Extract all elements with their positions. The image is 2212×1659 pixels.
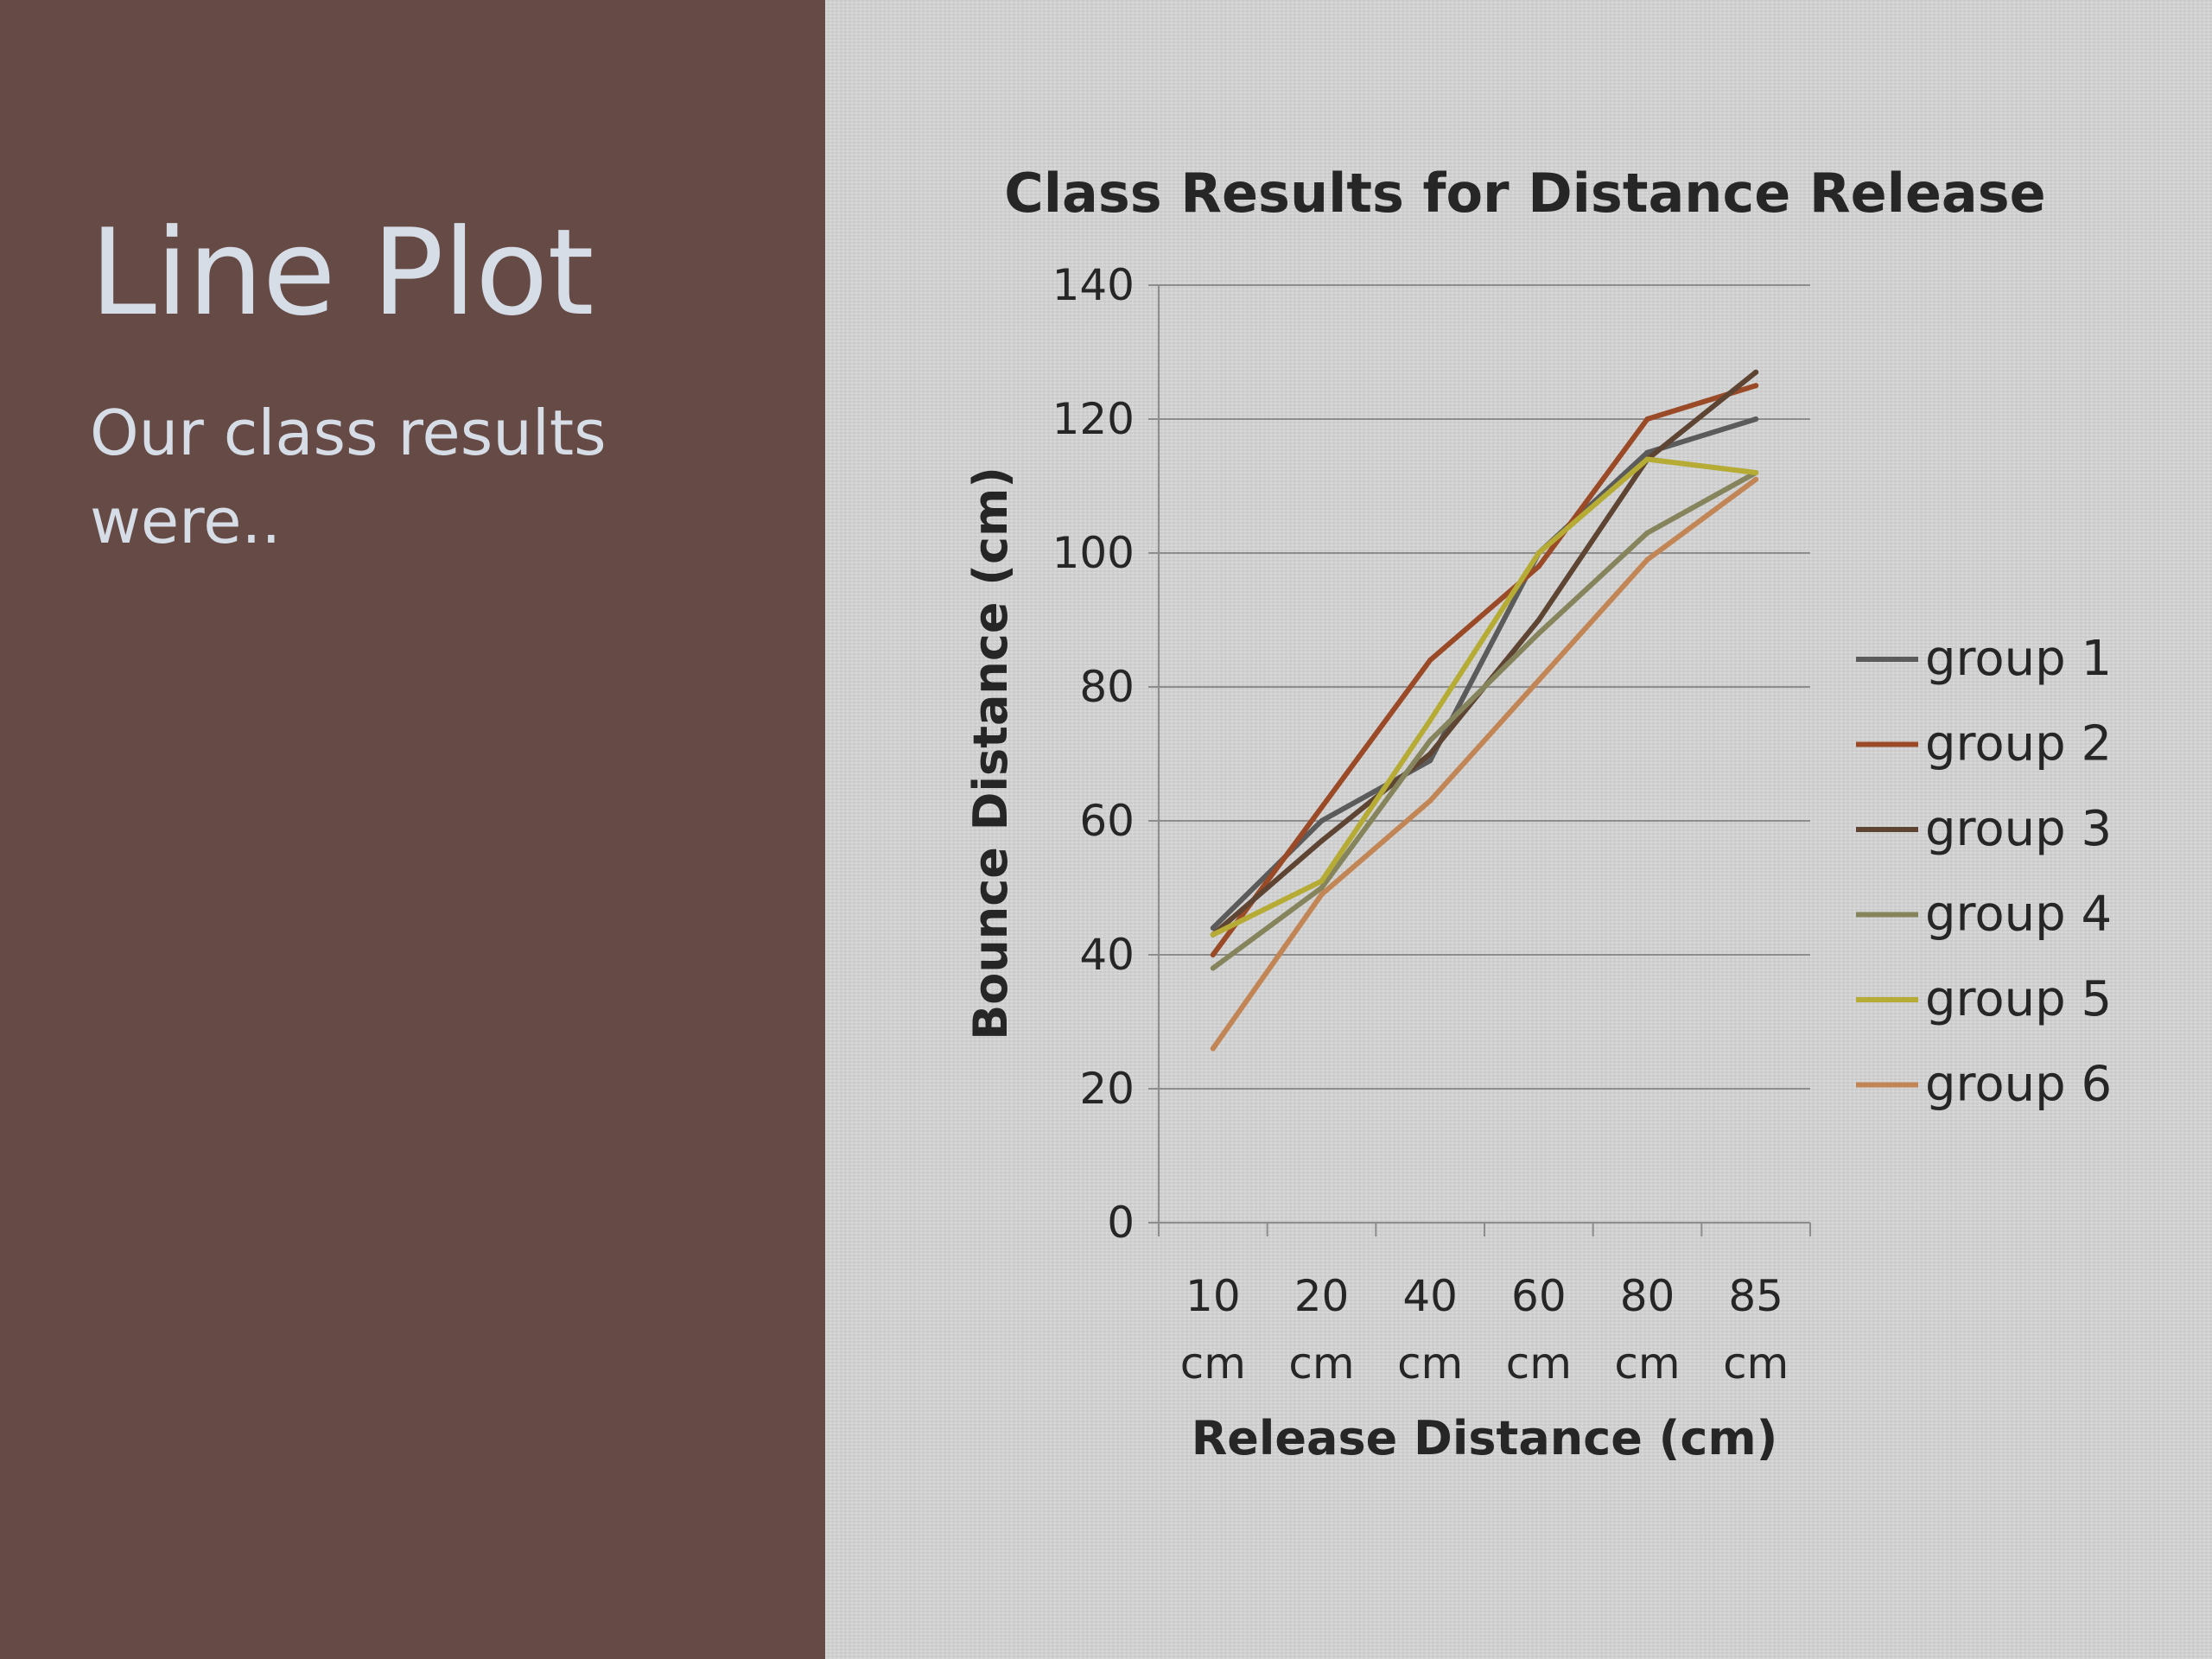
x-tick-label: 20 cm: [1288, 1271, 1354, 1389]
series-line-group-4: [1210, 470, 1759, 971]
data-point: [1210, 925, 1216, 931]
data-point: [1427, 738, 1433, 743]
title-panel: Line Plot Our class results were..: [0, 0, 825, 1659]
data-point: [1535, 677, 1541, 683]
data-point: [1427, 751, 1433, 757]
slide-subtitle: Our class results were..: [90, 397, 607, 558]
axes: [1148, 284, 1811, 1236]
y-tick-labels: 0 20 40 60 80 100 120 140: [1052, 260, 1135, 1248]
data-point: [1210, 952, 1216, 957]
data-point: [1427, 658, 1433, 663]
y-tick-label: 140: [1052, 260, 1135, 310]
data-point: [1319, 885, 1325, 891]
data-point: [1535, 550, 1541, 556]
legend-label: group 4: [1925, 887, 2112, 943]
x-tick-label: 85 cm: [1723, 1271, 1789, 1389]
data-point: [1427, 758, 1433, 764]
data-point: [1210, 965, 1216, 971]
data-point: [1644, 456, 1650, 462]
data-point: [1644, 556, 1650, 563]
data-point: [1319, 892, 1325, 898]
legend-label: group 1: [1925, 631, 2112, 687]
slide-title: Line Plot: [90, 203, 594, 342]
series-line-group-6: [1210, 476, 1759, 1052]
data-point: [1753, 369, 1759, 375]
data-point: [1753, 476, 1759, 482]
legend-label: group 2: [1925, 716, 2112, 772]
x-tick-label: 80 cm: [1614, 1271, 1680, 1389]
y-tick-label: 60: [1079, 796, 1135, 846]
legend-label: group 5: [1925, 971, 2112, 1027]
series-lines: [1210, 369, 1759, 1052]
y-tick-label: 20: [1079, 1064, 1135, 1114]
data-point: [1319, 818, 1325, 823]
data-point: [1427, 798, 1433, 804]
data-point: [1753, 470, 1759, 475]
data-point: [1427, 717, 1433, 723]
data-point: [1319, 878, 1325, 884]
data-point: [1319, 838, 1325, 844]
data-point: [1210, 931, 1216, 938]
y-tick-label: 100: [1052, 528, 1135, 578]
data-point: [1535, 617, 1541, 623]
legend-label: group 3: [1925, 801, 2112, 857]
data-point: [1644, 530, 1650, 536]
x-tick-label: 40 cm: [1397, 1271, 1463, 1389]
y-axis-title: Bounce Distance (cm): [963, 467, 1018, 1040]
legend-label: group 6: [1925, 1057, 2112, 1113]
x-tick-label: 60 cm: [1506, 1271, 1572, 1389]
data-point: [1535, 631, 1541, 636]
data-point: [1753, 383, 1759, 389]
series-line-group-1: [1210, 416, 1759, 931]
x-tick-label: 10 cm: [1180, 1271, 1246, 1389]
x-axis-title: Release Distance (cm): [1192, 1411, 1778, 1465]
y-tick-label: 80: [1079, 662, 1135, 712]
chart-title: Class Results for Distance Release: [1004, 162, 2045, 225]
data-point: [1319, 804, 1325, 810]
series-line-group-2: [1210, 383, 1759, 957]
y-tick-label: 120: [1052, 394, 1135, 444]
series-line-group-5: [1210, 456, 1759, 938]
data-point: [1644, 416, 1650, 422]
chart-panel: [825, 0, 2212, 1659]
data-point: [1644, 449, 1650, 455]
x-tick-labels: 10 cm 20 cm 40 cm 60 cm 80 cm 85 cm: [1180, 1271, 1789, 1389]
data-point: [1753, 416, 1759, 422]
y-tick-label: 0: [1107, 1198, 1135, 1248]
legend: group 1 group 2 group 3 group 4 group 5 group…: [1856, 631, 2112, 1113]
y-tick-label: 40: [1079, 930, 1135, 980]
data-point: [1210, 1046, 1216, 1052]
data-point: [1535, 563, 1541, 569]
